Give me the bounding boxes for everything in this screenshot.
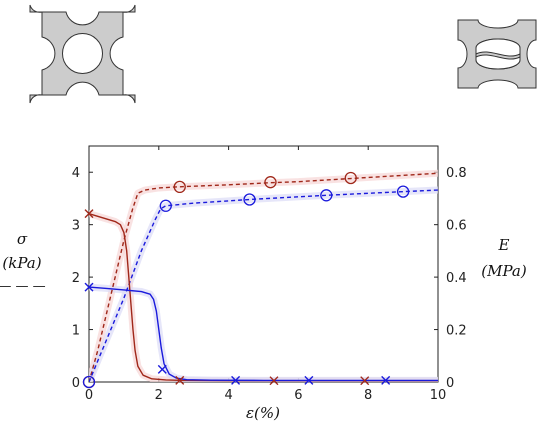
y-right-tick-label-0: 0 <box>446 376 454 391</box>
x-tick-label-2: 4 <box>224 388 232 403</box>
right-axis-symbol: E <box>498 236 510 254</box>
series-band-2 <box>89 214 438 381</box>
y-right-tick-label-2: 0.4 <box>446 271 467 286</box>
shaded-bands <box>89 173 438 382</box>
y-left-tick-label-2: 2 <box>72 271 80 286</box>
x-axis-label: ε(%) <box>246 404 280 422</box>
series-band-1 <box>89 190 438 382</box>
y-left-tick-label-3: 3 <box>72 219 80 234</box>
y-right-tick-label-4: 0.8 <box>446 166 467 181</box>
y-right-tick-label-1: 0.2 <box>446 324 467 339</box>
inset-undeformed-lattice-icon <box>30 5 135 103</box>
series-band-0 <box>89 173 438 382</box>
series-line-2 <box>89 214 438 381</box>
series-line-1 <box>89 190 438 382</box>
inset-deformed-lattice-icon <box>458 20 536 88</box>
x-tick-label-0: 0 <box>85 388 93 403</box>
y-left-tick-label-4: 4 <box>72 166 80 181</box>
series-line-0 <box>89 173 438 382</box>
y-left-tick-label-1: 1 <box>72 324 80 339</box>
y-right-tick-label-3: 0.6 <box>446 219 467 234</box>
left-axis-linestyle-key: — — — <box>0 279 46 294</box>
x-tick-label-3: 6 <box>294 388 302 403</box>
right-axis-unit: (MPa) <box>481 262 527 280</box>
left-axis-unit: (kPa) <box>2 254 41 272</box>
series-lines <box>89 173 438 382</box>
left-axis-symbol: σ <box>17 230 28 248</box>
x-tick-label-1: 2 <box>155 388 163 403</box>
x-tick-label-5: 10 <box>430 388 447 403</box>
y-left-tick-label-0: 0 <box>72 376 80 391</box>
x-tick-label-4: 8 <box>364 388 372 403</box>
